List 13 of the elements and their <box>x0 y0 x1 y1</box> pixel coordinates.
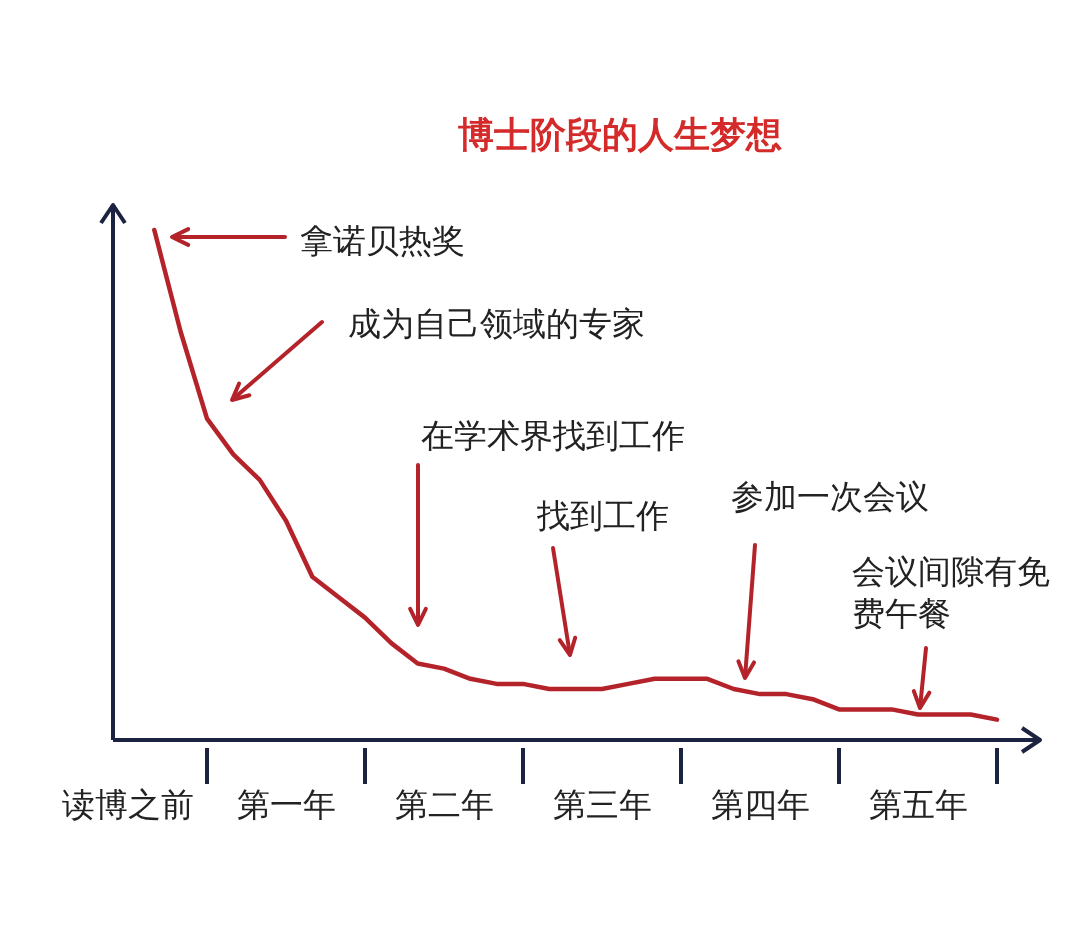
chart-title: 博士阶段的人生梦想 <box>458 114 782 155</box>
annotation: 在学术界找到工作 <box>421 417 685 454</box>
annotation: 会议间隙有免费午餐 <box>852 553 1050 632</box>
annotation: 参加一次会议 <box>731 478 929 515</box>
x-tick-label: 第三年 <box>552 786 652 823</box>
x-tick-label: 读博之前 <box>62 786 194 823</box>
x-tick-label: 第五年 <box>868 786 968 823</box>
x-tick-label: 第一年 <box>236 786 336 823</box>
annotation: 成为自己领域的专家 <box>348 305 645 342</box>
annotation: 找到工作 <box>537 497 669 534</box>
annotation: 拿诺贝热奖 <box>300 222 465 259</box>
x-tick-label: 第二年 <box>394 786 494 823</box>
x-tick-label: 第四年 <box>710 786 810 823</box>
